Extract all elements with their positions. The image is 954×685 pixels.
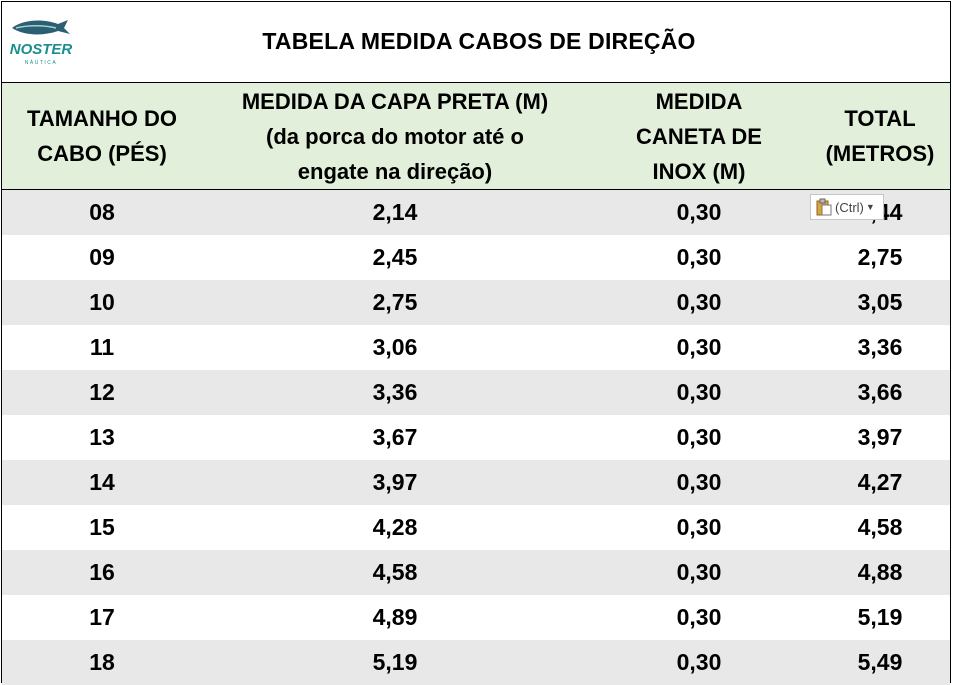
cell-size[interactable]: 16 bbox=[89, 559, 115, 585]
table-row: 11 3,06 0,30 3,36 bbox=[2, 325, 950, 370]
cell-caneta[interactable]: 0,30 bbox=[676, 334, 722, 360]
cell-size[interactable]: 14 bbox=[89, 469, 115, 495]
cell-size[interactable]: 08 bbox=[89, 199, 115, 225]
paste-options-label: (Ctrl) bbox=[835, 199, 864, 215]
header-total: TOTAL (METROS) bbox=[825, 106, 935, 166]
table-row: 14 3,97 0,30 4,27 bbox=[2, 460, 950, 505]
header-row: TAMANHO DO CABO (PÉS) MEDIDA DA CAPA PRET… bbox=[2, 83, 950, 190]
cell-size[interactable]: 09 bbox=[89, 244, 115, 270]
cell-total[interactable]: 4,88 bbox=[857, 559, 903, 585]
cell-size[interactable]: 10 bbox=[89, 289, 115, 315]
cell-total[interactable]: 3,05 bbox=[857, 289, 903, 315]
cell-capa[interactable]: 3,97 bbox=[372, 469, 418, 495]
table-body: 082,140,302,44 092,450,302,75 102,750,30… bbox=[2, 190, 950, 685]
title-row: NOSTER NÁUTICA TABELA MEDIDA CABOS DE DI… bbox=[2, 2, 950, 83]
header-tamanho: TAMANHO DO CABO (PÉS) bbox=[27, 106, 177, 166]
cell-capa[interactable]: 3,36 bbox=[372, 379, 418, 405]
cell-capa[interactable]: 3,67 bbox=[372, 424, 418, 450]
cell-total[interactable]: 3,66 bbox=[857, 379, 903, 405]
cell-size[interactable]: 18 bbox=[89, 649, 115, 675]
header-capa-preta: MEDIDA DA CAPA PRETA (M) (da porca do mot… bbox=[241, 88, 549, 184]
cell-capa[interactable]: 4,28 bbox=[372, 514, 418, 540]
cell-capa[interactable]: 3,06 bbox=[372, 334, 418, 360]
cell-size[interactable]: 15 bbox=[89, 514, 115, 540]
paste-options-button[interactable]: (Ctrl) ▼ bbox=[810, 194, 884, 220]
cell-size[interactable]: 17 bbox=[89, 604, 115, 630]
table-row: 13 3,67 0,30 3,97 bbox=[2, 415, 950, 460]
cell-total[interactable]: 4,58 bbox=[857, 514, 903, 540]
cell-total[interactable]: 4,27 bbox=[857, 469, 903, 495]
cell-capa[interactable]: 2,75 bbox=[372, 289, 418, 315]
fish-logo-icon: NOSTER NÁUTICA bbox=[10, 20, 73, 66]
cell-total[interactable]: 2,75 bbox=[857, 244, 903, 270]
cell-caneta[interactable]: 0,30 bbox=[676, 604, 722, 630]
cell-caneta[interactable]: 0,30 bbox=[676, 469, 722, 495]
cell-caneta[interactable]: 0,30 bbox=[676, 649, 722, 675]
cell-capa[interactable]: 2,45 bbox=[372, 244, 418, 270]
cell-caneta[interactable]: 0,30 bbox=[676, 244, 722, 270]
cell-capa[interactable]: 2,14 bbox=[372, 199, 418, 225]
table-row: 10 2,75 0,30 3,05 bbox=[2, 280, 950, 325]
table-row: 15 4,28 0,30 4,58 bbox=[2, 505, 950, 550]
cell-caneta[interactable]: 0,30 bbox=[676, 559, 722, 585]
table-row: 18 5,19 0,30 5,49 bbox=[2, 640, 950, 685]
logo-subtext: NÁUTICA bbox=[25, 59, 57, 66]
header-caneta-inox: MEDIDA CANETA DE INOX (M) bbox=[636, 88, 762, 184]
cell-capa[interactable]: 5,19 bbox=[372, 649, 418, 675]
cell-capa[interactable]: 4,58 bbox=[372, 559, 418, 585]
cell-total[interactable]: 3,36 bbox=[857, 334, 903, 360]
cell-total[interactable]: 5,49 bbox=[857, 649, 903, 675]
table-row: 12 3,36 0,30 3,66 bbox=[2, 370, 950, 415]
cell-capa[interactable]: 4,89 bbox=[372, 604, 418, 630]
table-row: 082,140,302,44 bbox=[2, 190, 950, 235]
cell-total[interactable]: 3,97 bbox=[857, 424, 903, 450]
table-row: 09 2,45 0,30 2,75 bbox=[2, 235, 950, 280]
cell-caneta[interactable]: 0,30 bbox=[676, 379, 722, 405]
cell-caneta[interactable]: 0,30 bbox=[676, 199, 722, 225]
cell-size[interactable]: 11 bbox=[89, 334, 115, 360]
chevron-down-icon: ▼ bbox=[865, 202, 875, 212]
cell-total[interactable]: 5,19 bbox=[857, 604, 903, 630]
table-row: 17 4,89 0,30 5,19 bbox=[2, 595, 950, 640]
cell-caneta[interactable]: 0,30 bbox=[676, 289, 722, 315]
cell-size[interactable]: 13 bbox=[89, 424, 115, 450]
cell-caneta[interactable]: 0,30 bbox=[676, 424, 722, 450]
table-row: 16 4,58 0,30 4,88 bbox=[2, 550, 950, 595]
cell-size[interactable]: 12 bbox=[89, 379, 115, 405]
cell-caneta[interactable]: 0,30 bbox=[676, 514, 722, 540]
logo-text: NOSTER bbox=[10, 41, 73, 58]
page-title: TABELA MEDIDA CABOS DE DIREÇÃO bbox=[262, 28, 696, 54]
clipboard-icon bbox=[816, 198, 832, 216]
noster-logo: NOSTER NÁUTICA bbox=[8, 16, 74, 70]
